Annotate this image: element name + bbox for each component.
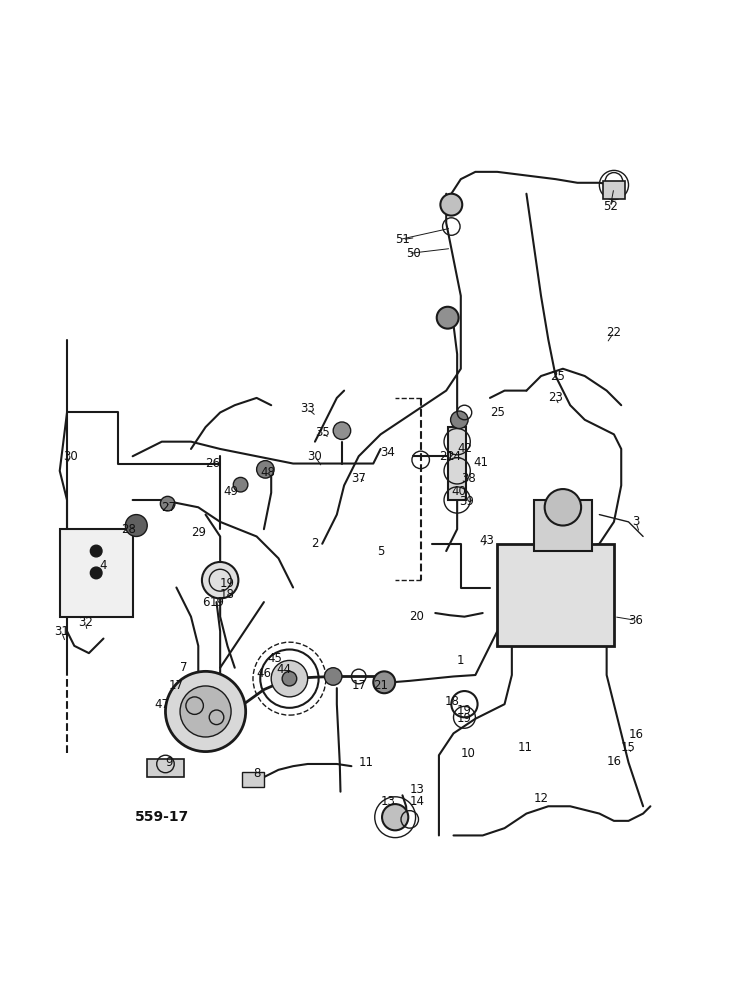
Text: 10: 10: [460, 747, 476, 760]
Bar: [448, 427, 466, 500]
Text: 19: 19: [220, 577, 235, 590]
Circle shape: [257, 461, 274, 478]
Text: 5: 5: [377, 545, 384, 558]
Text: 35: 35: [315, 426, 329, 439]
Text: 19: 19: [210, 596, 225, 609]
Circle shape: [437, 307, 459, 329]
Text: 33: 33: [300, 402, 315, 415]
Text: 16: 16: [606, 755, 621, 768]
Circle shape: [324, 668, 342, 685]
Circle shape: [180, 686, 231, 737]
Text: 30: 30: [63, 450, 78, 463]
Text: 559-17: 559-17: [135, 810, 189, 824]
Text: 13: 13: [381, 795, 395, 808]
Text: 4: 4: [100, 559, 107, 572]
Circle shape: [165, 671, 246, 752]
Circle shape: [373, 671, 395, 693]
Text: 46: 46: [256, 667, 272, 680]
Text: 18: 18: [444, 695, 460, 708]
Text: 26: 26: [206, 457, 220, 470]
Bar: [534, 500, 592, 551]
Circle shape: [90, 545, 102, 557]
Text: 14: 14: [409, 795, 425, 808]
Text: 42: 42: [457, 442, 472, 455]
Text: 25: 25: [490, 406, 504, 419]
Text: 52: 52: [603, 200, 618, 213]
Text: 36: 36: [628, 614, 643, 627]
Text: 43: 43: [479, 534, 494, 547]
Circle shape: [382, 804, 408, 830]
Circle shape: [202, 562, 239, 598]
Text: 28: 28: [122, 523, 136, 536]
Circle shape: [333, 422, 351, 439]
Text: 32: 32: [78, 616, 93, 629]
Text: 41: 41: [474, 456, 489, 469]
Text: 48: 48: [260, 466, 275, 479]
Text: 24: 24: [446, 450, 461, 463]
Text: 17: 17: [351, 679, 366, 692]
Text: 21: 21: [373, 679, 388, 692]
Text: 3: 3: [632, 515, 640, 528]
Text: 37: 37: [351, 472, 366, 485]
Circle shape: [545, 489, 581, 526]
Circle shape: [160, 496, 175, 511]
Text: 7: 7: [180, 661, 187, 674]
Text: 19: 19: [457, 712, 472, 725]
Text: 20: 20: [410, 610, 425, 623]
Text: 12: 12: [534, 792, 548, 805]
Bar: [242, 772, 264, 787]
Text: 13: 13: [410, 783, 425, 796]
Text: 30: 30: [307, 450, 322, 463]
Text: 2: 2: [311, 537, 318, 550]
Text: 9: 9: [165, 756, 173, 769]
Text: 11: 11: [359, 756, 373, 769]
Text: 18: 18: [220, 588, 235, 601]
Text: 50: 50: [406, 247, 421, 260]
Circle shape: [451, 411, 468, 429]
Text: 21: 21: [438, 450, 454, 463]
Text: 17: 17: [169, 679, 184, 692]
Text: 47: 47: [154, 698, 169, 711]
Bar: [147, 759, 184, 777]
Text: 8: 8: [253, 767, 261, 780]
Text: 27: 27: [162, 501, 176, 514]
Text: 11: 11: [518, 741, 532, 754]
Text: 23: 23: [548, 391, 563, 404]
Circle shape: [125, 515, 147, 536]
Text: 22: 22: [606, 326, 621, 339]
Text: 16: 16: [628, 728, 643, 741]
Text: 29: 29: [191, 526, 206, 539]
Circle shape: [282, 671, 296, 686]
Text: 51: 51: [395, 233, 410, 246]
Text: 44: 44: [277, 663, 292, 676]
Text: 19: 19: [457, 704, 472, 717]
Circle shape: [271, 660, 307, 697]
Bar: [497, 544, 614, 646]
Text: 40: 40: [451, 485, 466, 498]
Text: 39: 39: [459, 495, 474, 508]
Circle shape: [441, 194, 462, 216]
Bar: [60, 529, 132, 617]
Text: 1: 1: [457, 654, 465, 667]
Text: 34: 34: [381, 446, 395, 459]
Text: 25: 25: [550, 370, 565, 383]
Bar: [603, 181, 625, 199]
Circle shape: [234, 477, 248, 492]
Text: 6: 6: [202, 596, 209, 609]
Text: 15: 15: [621, 741, 636, 754]
Text: 38: 38: [460, 472, 476, 485]
Text: 31: 31: [53, 625, 69, 638]
Text: 45: 45: [267, 652, 283, 665]
Text: 49: 49: [223, 485, 239, 498]
Circle shape: [90, 567, 102, 579]
